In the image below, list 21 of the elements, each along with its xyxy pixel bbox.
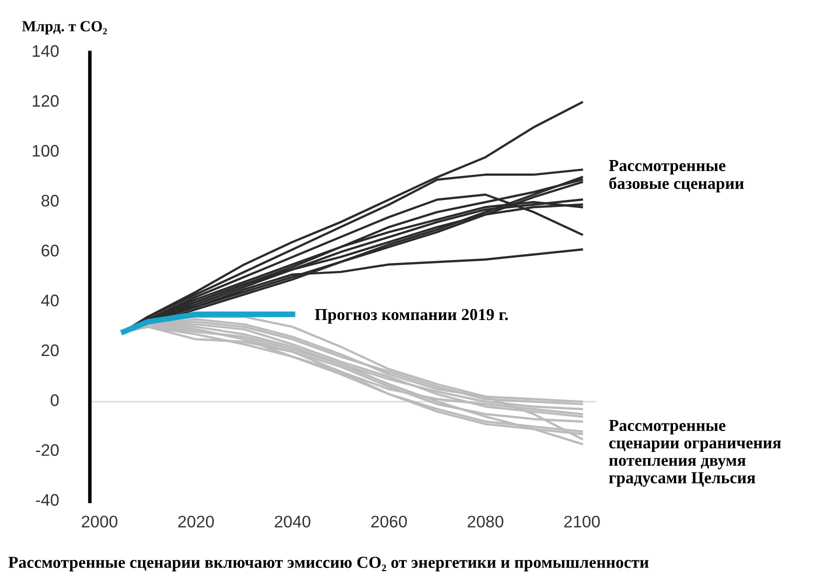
y-tick-label: -40	[36, 494, 59, 506]
y-tick-label: 60	[42, 244, 59, 256]
text: Рассмотренные базовые сценарии	[608, 160, 744, 192]
x-tick-label: 2100	[564, 516, 600, 528]
y-tick-label: 0	[50, 394, 59, 406]
text: Рассмотренные сценарии включают эмиссию CO₂ от энергетики и промышленности	[8, 556, 649, 572]
y-tick-label: 40	[41, 294, 59, 306]
x-tick-label: 2060	[371, 516, 407, 528]
annotation: Прогноз компании 2019 г.	[314, 308, 508, 324]
x-tick-label: 2000	[82, 516, 118, 528]
y-tick-label: -20	[36, 444, 59, 456]
x-tick-label: 2020	[178, 516, 214, 528]
y-tick-label: 20	[42, 344, 59, 356]
y-tick-label: 140	[32, 45, 59, 57]
y-tick-label: 120	[32, 95, 59, 107]
text: Рассмотренные сценарии ограничения потепления двумя градусами Цельсия	[608, 420, 781, 487]
x-tick-label: 2040	[274, 516, 310, 528]
y-axis-title: Млрд. т CO₂	[22, 21, 107, 35]
x-tick-label: 2080	[468, 516, 504, 528]
y-tick-label: 100	[32, 144, 59, 157]
y-tick-label: 80	[42, 194, 59, 207]
